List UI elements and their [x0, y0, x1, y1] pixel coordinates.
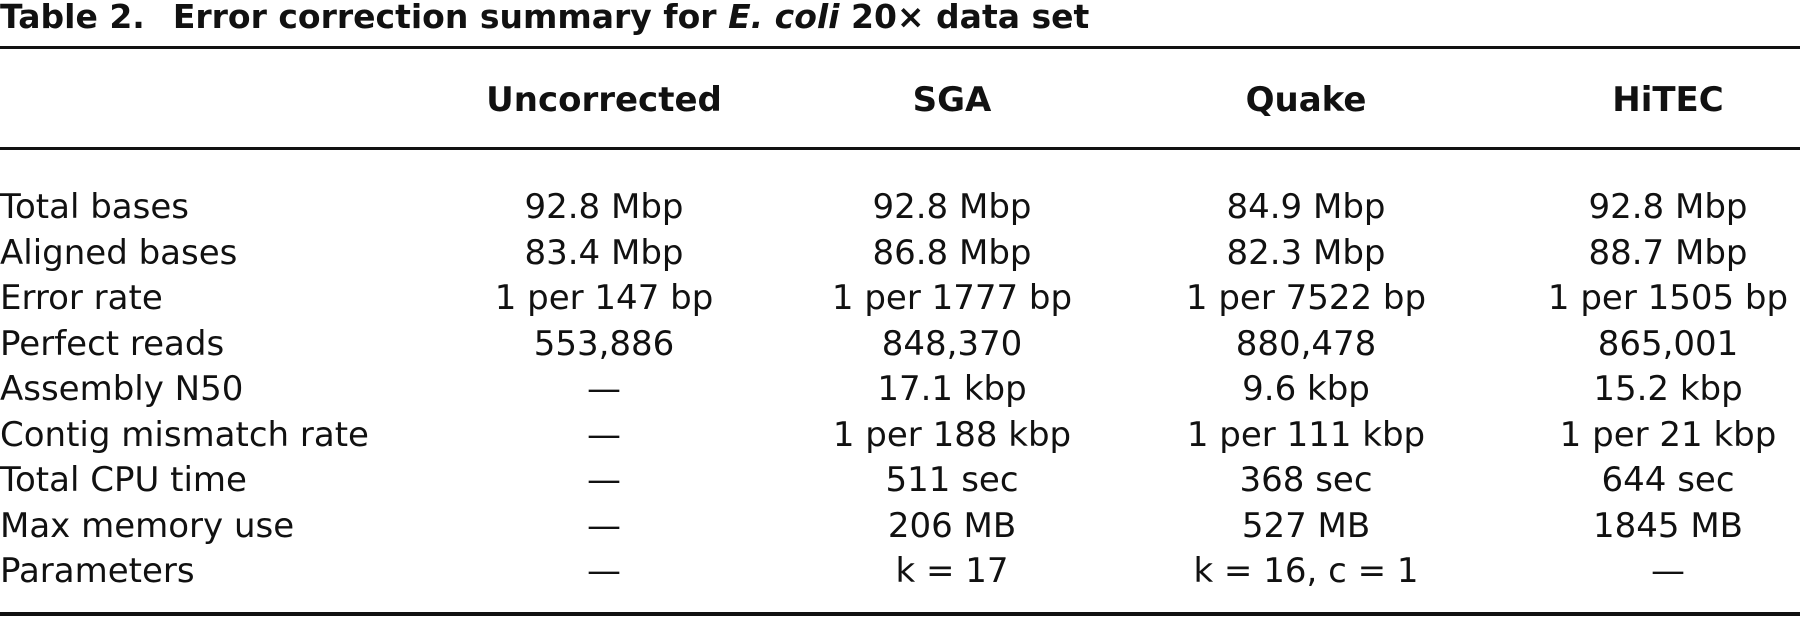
cell-quake: 527 MB — [1241, 505, 1371, 546]
row-label: Error rate — [0, 278, 163, 318]
cell-sga: 848,370 — [881, 323, 1023, 364]
cell-uncorrected: — — [587, 551, 621, 591]
cell-uncorrected: — — [587, 460, 621, 500]
cell-quake: 84.9 Mbp — [1226, 187, 1386, 227]
row-label: Aligned bases — [0, 232, 238, 273]
table-row-aligned-bases: Aligned bases 83.4 Mbp 86.8 Mbp 82.3 Mbp… — [0, 231, 1800, 277]
column-header-row: Uncorrected SGA Quake HiTEC — [0, 80, 1800, 126]
cell-hitec: 1845 MB — [1593, 505, 1743, 546]
table-row-assembly-n50: Assembly N50 — 17.1 kbp 9.6 kbp 15.2 kbp — [0, 367, 1800, 413]
cell-hitec: 88.7 Mbp — [1588, 232, 1748, 273]
cell-hitec: 644 sec — [1601, 460, 1735, 500]
row-label: Total CPU time — [0, 460, 247, 500]
cell-sga: 206 MB — [887, 505, 1017, 546]
table-row-parameters: Parameters — k = 17 k = 16, c = 1 — — [0, 549, 1800, 595]
table-row-total-bases: Total bases 92.8 Mbp 92.8 Mbp 84.9 Mbp 9… — [0, 185, 1800, 231]
cell-hitec: 1 per 21 kbp — [1559, 414, 1777, 455]
column-header-uncorrected: Uncorrected — [486, 80, 722, 120]
cell-quake: 1 per 111 kbp — [1186, 414, 1426, 455]
cell-quake: 880,478 — [1235, 323, 1377, 364]
header-rule — [0, 147, 1800, 150]
row-label: Parameters — [0, 551, 195, 591]
cell-uncorrected: — — [587, 505, 621, 546]
table-caption: Table 2. Error correction summary for E. … — [0, 0, 1089, 40]
cell-sga: 92.8 Mbp — [872, 187, 1032, 227]
cell-uncorrected: 92.8 Mbp — [524, 187, 684, 227]
caption-title-suffix: 20× data set — [839, 0, 1090, 36]
table-body: Total bases 92.8 Mbp 92.8 Mbp 84.9 Mbp 9… — [0, 185, 1800, 595]
row-label: Contig mismatch rate — [0, 414, 369, 455]
cell-sga: 86.8 Mbp — [872, 232, 1032, 273]
row-label: Perfect reads — [0, 323, 225, 364]
cell-hitec: 865,001 — [1597, 323, 1739, 364]
cell-quake: 82.3 Mbp — [1226, 232, 1386, 273]
cell-quake: 368 sec — [1239, 460, 1373, 500]
cell-quake: 1 per 7522 bp — [1185, 278, 1427, 318]
cell-uncorrected: 83.4 Mbp — [524, 232, 684, 273]
bottom-rule — [0, 612, 1800, 616]
caption-title-prefix: Error correction summary for — [172, 0, 729, 36]
table-row-max-memory-use: Max memory use — 206 MB 527 MB 1845 MB — [0, 504, 1800, 550]
table-row-perfect-reads: Perfect reads 553,886 848,370 880,478 86… — [0, 322, 1800, 368]
table-row-contig-mismatch-rate: Contig mismatch rate — 1 per 188 kbp 1 p… — [0, 413, 1800, 459]
cell-sga: 1 per 1777 bp — [831, 278, 1073, 318]
table-row-error-rate: Error rate 1 per 147 bp 1 per 1777 bp 1 … — [0, 276, 1800, 322]
row-label: Assembly N50 — [0, 369, 244, 409]
top-rule — [0, 46, 1800, 49]
column-header-quake: Quake — [1245, 80, 1367, 120]
table-row-total-cpu-time: Total CPU time — 511 sec 368 sec 644 sec — [0, 458, 1800, 504]
cell-uncorrected: 1 per 147 bp — [494, 278, 714, 318]
cell-uncorrected: — — [587, 414, 621, 455]
row-label: Total bases — [0, 187, 189, 227]
cell-uncorrected: 553,886 — [533, 323, 675, 364]
table-number: Table 2. — [0, 0, 145, 36]
cell-quake: k = 16, c = 1 — [1193, 551, 1419, 591]
cell-sga: 17.1 kbp — [877, 369, 1027, 409]
column-header-hitec: HiTEC — [1612, 80, 1724, 120]
cell-hitec: — — [1651, 551, 1685, 591]
cell-hitec: 92.8 Mbp — [1588, 187, 1748, 227]
cell-quake: 9.6 kbp — [1242, 369, 1370, 409]
column-header-sga: SGA — [912, 80, 992, 120]
row-label: Max memory use — [0, 505, 295, 546]
cell-uncorrected: — — [587, 369, 621, 409]
cell-sga: 1 per 188 kbp — [832, 414, 1072, 455]
cell-sga: 511 sec — [885, 460, 1019, 500]
cell-hitec: 15.2 kbp — [1593, 369, 1743, 409]
caption-organism: E. coli — [728, 0, 840, 36]
cell-sga: k = 17 — [895, 551, 1009, 591]
cell-hitec: 1 per 1505 bp — [1547, 278, 1789, 318]
